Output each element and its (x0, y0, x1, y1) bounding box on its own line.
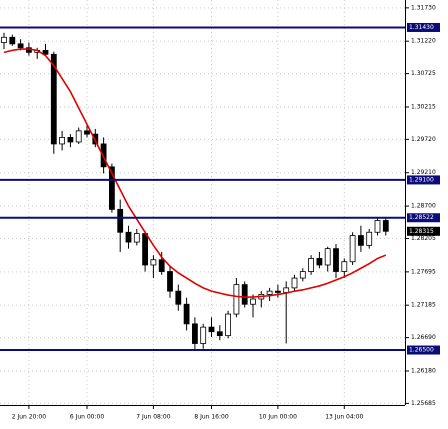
y-tick-label: 1.25685 (411, 400, 436, 407)
y-tick-label: 1.26180 (411, 367, 436, 374)
candle-body (366, 231, 373, 246)
moving-average (3, 48, 387, 298)
candle-body (250, 298, 256, 305)
y-tick-label: 1.27185 (411, 302, 436, 309)
candle-body (324, 248, 331, 266)
candle-body (75, 130, 82, 143)
level-label-box (407, 345, 440, 355)
candle-body (200, 326, 207, 344)
candle-body (175, 290, 182, 305)
level-label-box (407, 213, 440, 223)
level-label-box (407, 22, 440, 32)
candle-body (241, 284, 248, 305)
candle-body (274, 290, 281, 293)
candle-body (142, 233, 149, 266)
current-price-box (407, 226, 440, 236)
x-tick-label: 6 Jun 00:00 (70, 414, 104, 421)
y-tick-label: 1.26690 (411, 334, 436, 341)
y-tick-label: 1.27695 (411, 268, 436, 275)
level-label-box (407, 175, 440, 185)
candle-body (117, 208, 124, 233)
candle-body (382, 220, 389, 232)
x-tick-label: 13 Jun 04:00 (325, 414, 363, 421)
x-tick-label: 2 Jun 20:00 (12, 414, 46, 421)
x-tick-label: 10 Jun 00:00 (259, 414, 297, 421)
candle-body (233, 284, 240, 315)
candle-body (84, 130, 90, 135)
candle-body (333, 248, 339, 272)
y-tick-label: 1.31730 (411, 4, 436, 11)
candle-body (341, 261, 348, 272)
level-label: 1.29100 (409, 176, 434, 183)
y-tick-label: 1.30215 (411, 103, 436, 110)
x-tick-label: 7 Jun 08:00 (136, 414, 170, 421)
candle-body (1, 36, 7, 43)
candle-body (349, 235, 356, 263)
candle-body (50, 53, 57, 145)
candle-body (167, 271, 173, 292)
candle-body (125, 231, 132, 243)
candle-body (291, 277, 298, 289)
candle-body (67, 136, 74, 143)
level-label: 1.26500 (409, 347, 434, 354)
candle-body (208, 326, 215, 333)
candle-body (266, 290, 273, 295)
candle-body (109, 166, 115, 210)
y-tick-label: 1.30725 (411, 70, 436, 77)
candle-body (283, 287, 290, 293)
candle-body (150, 259, 157, 266)
candle-body (357, 235, 364, 246)
candle-body (216, 331, 223, 337)
candle-body (225, 313, 232, 337)
y-tick-label: 1.31220 (411, 38, 436, 45)
candle-body (42, 49, 49, 55)
candle-body (191, 323, 198, 344)
level-label: 1.28522 (409, 214, 434, 221)
candle-body (133, 233, 140, 243)
y-tick-label: 1.29720 (411, 136, 436, 143)
candle-body (299, 271, 306, 279)
candle-body (17, 43, 24, 49)
candle-body (158, 259, 165, 272)
candle-body (9, 36, 16, 45)
candle-body (59, 136, 65, 145)
candle-body (374, 220, 381, 233)
y-tick-label: 1.28205 (411, 235, 436, 242)
candle-body (316, 258, 323, 266)
x-tick-label: 8 Jun 16:00 (194, 414, 228, 421)
y-tick-label: 1.29210 (411, 169, 436, 176)
candle-body (183, 303, 190, 325)
y-tick-label: 1.28700 (411, 203, 436, 210)
level-label: 1.31430 (409, 24, 434, 31)
candle-body (308, 258, 315, 272)
current-price-label: 1.28315 (409, 228, 434, 235)
